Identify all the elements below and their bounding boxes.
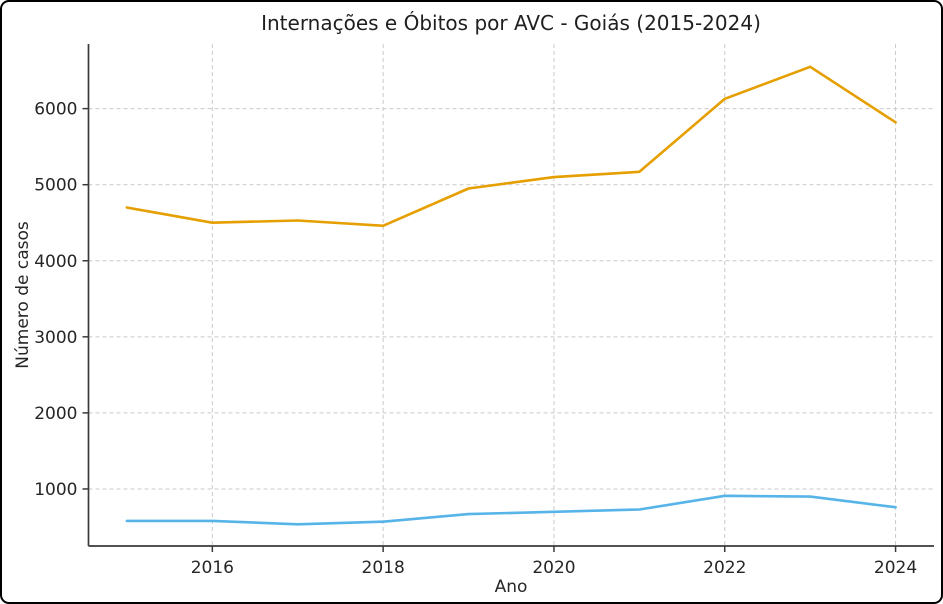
y-tick-label: 4000 <box>34 252 77 272</box>
x-tick-label: 2018 <box>362 558 405 578</box>
gridlines <box>88 44 934 546</box>
y-axis-label: Número de casos <box>13 221 33 369</box>
axis-ticks: 1000 2000 3000 4000 5000 6000 2016 2018 2020 2022… <box>34 100 917 578</box>
x-tick-label: 2016 <box>191 558 234 578</box>
y-tick-label: 3000 <box>34 328 77 348</box>
x-tick-label: 2022 <box>703 558 746 578</box>
data-series <box>125 65 897 526</box>
chart-title: Internações e Óbitos por AVC - Goiás (20… <box>261 11 761 35</box>
series-line-0 <box>125 65 897 228</box>
x-tick-label: 2020 <box>532 558 575 578</box>
y-tick-label: 2000 <box>34 404 77 424</box>
y-tick-label: 6000 <box>34 100 77 120</box>
x-axis-label: Ano <box>494 577 528 597</box>
axes-spines <box>87 44 934 547</box>
y-tick-label: 5000 <box>34 176 77 196</box>
series-line-1 <box>125 494 897 526</box>
x-tick-label: 2024 <box>874 558 917 578</box>
y-tick-label: 1000 <box>34 480 77 500</box>
